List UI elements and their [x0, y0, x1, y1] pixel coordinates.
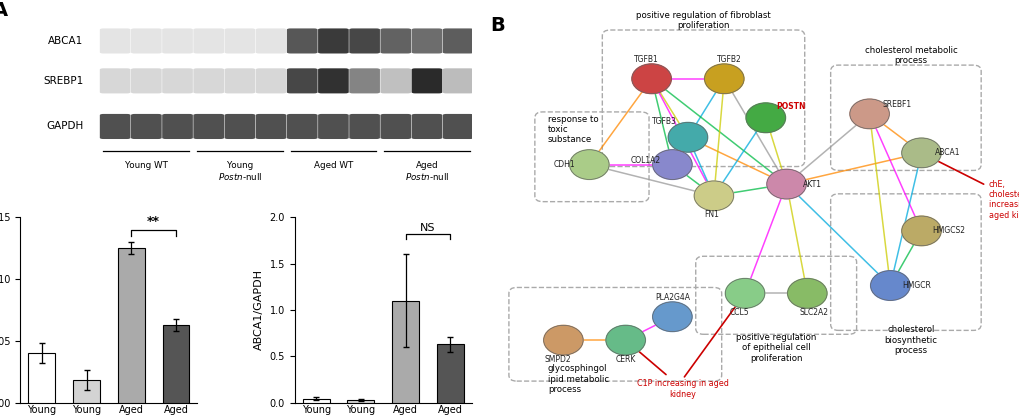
Circle shape: [901, 216, 941, 246]
FancyBboxPatch shape: [412, 68, 442, 93]
FancyBboxPatch shape: [256, 28, 286, 54]
Circle shape: [766, 169, 805, 199]
FancyBboxPatch shape: [318, 114, 348, 139]
Text: NS: NS: [420, 223, 435, 233]
Text: HMGCR: HMGCR: [901, 281, 929, 290]
FancyBboxPatch shape: [256, 114, 286, 139]
Text: positive regulation
of epithelial cell
proliferation: positive regulation of epithelial cell p…: [736, 333, 815, 363]
Circle shape: [745, 103, 785, 133]
FancyBboxPatch shape: [100, 114, 130, 139]
Text: A: A: [0, 1, 8, 20]
Text: PLA2G4A: PLA2G4A: [654, 293, 689, 302]
FancyBboxPatch shape: [224, 68, 255, 93]
Text: **: **: [147, 215, 160, 228]
FancyBboxPatch shape: [380, 114, 411, 139]
FancyBboxPatch shape: [348, 114, 379, 139]
Circle shape: [632, 64, 671, 94]
Text: C1P increasing in aged
kidney: C1P increasing in aged kidney: [629, 343, 728, 398]
FancyBboxPatch shape: [442, 114, 473, 139]
FancyBboxPatch shape: [348, 68, 379, 93]
FancyBboxPatch shape: [194, 28, 224, 54]
Circle shape: [901, 138, 941, 168]
Circle shape: [870, 271, 909, 300]
Text: SLC2A2: SLC2A2: [798, 308, 827, 317]
FancyBboxPatch shape: [286, 28, 317, 54]
Text: GAPDH: GAPDH: [46, 122, 84, 132]
Circle shape: [569, 150, 608, 179]
Circle shape: [787, 278, 826, 308]
Text: TGFB1: TGFB1: [634, 55, 658, 64]
Text: COL1A2: COL1A2: [630, 156, 660, 165]
Circle shape: [694, 181, 733, 211]
Bar: [73, 380, 100, 403]
FancyBboxPatch shape: [318, 28, 348, 54]
Text: cholesterol metabolic
process: cholesterol metabolic process: [864, 46, 957, 65]
Text: HMGCS2: HMGCS2: [931, 227, 964, 235]
Circle shape: [849, 99, 889, 129]
Circle shape: [725, 278, 764, 308]
Text: response to
toxic
substance: response to toxic substance: [547, 115, 598, 144]
FancyBboxPatch shape: [442, 68, 473, 93]
Text: ABCA1: ABCA1: [48, 36, 84, 46]
FancyBboxPatch shape: [412, 114, 442, 139]
Text: Young WT: Young WT: [124, 161, 168, 170]
FancyBboxPatch shape: [194, 114, 224, 139]
Circle shape: [704, 64, 743, 94]
Text: TGFB3: TGFB3: [651, 117, 677, 126]
Text: Aged WT: Aged WT: [314, 161, 353, 170]
FancyBboxPatch shape: [100, 28, 130, 54]
Circle shape: [652, 150, 692, 179]
FancyBboxPatch shape: [442, 28, 473, 54]
Text: CDH1: CDH1: [553, 160, 575, 169]
Text: FN1: FN1: [703, 210, 718, 219]
Text: ABCA1: ABCA1: [933, 149, 959, 157]
FancyBboxPatch shape: [286, 68, 317, 93]
Text: positive regulation of fibroblast
proliferation: positive regulation of fibroblast prolif…: [636, 10, 770, 30]
FancyBboxPatch shape: [130, 114, 162, 139]
Bar: [303, 399, 329, 403]
Y-axis label: ABCA1/GAPDH: ABCA1/GAPDH: [254, 269, 264, 350]
FancyBboxPatch shape: [256, 68, 286, 93]
Circle shape: [543, 325, 583, 355]
FancyBboxPatch shape: [286, 114, 317, 139]
FancyBboxPatch shape: [162, 28, 193, 54]
FancyBboxPatch shape: [224, 114, 255, 139]
Bar: [391, 300, 419, 403]
FancyBboxPatch shape: [130, 28, 162, 54]
Circle shape: [605, 325, 645, 355]
FancyBboxPatch shape: [194, 68, 224, 93]
FancyBboxPatch shape: [224, 28, 255, 54]
Text: Young
$\it{Postn}$-null: Young $\it{Postn}$-null: [217, 161, 262, 183]
Circle shape: [667, 122, 707, 152]
FancyBboxPatch shape: [318, 68, 348, 93]
FancyBboxPatch shape: [162, 68, 193, 93]
Text: SMPD2: SMPD2: [544, 355, 571, 364]
Text: B: B: [490, 16, 505, 35]
Text: SREBF1: SREBF1: [881, 100, 910, 109]
Text: TGFB2: TGFB2: [716, 55, 741, 64]
Bar: [29, 353, 55, 403]
Circle shape: [652, 302, 692, 332]
Bar: [436, 344, 464, 403]
FancyBboxPatch shape: [348, 28, 379, 54]
Text: glycosphingol
ipid metabolic
process: glycosphingol ipid metabolic process: [547, 364, 608, 394]
Text: POSTN: POSTN: [775, 102, 805, 110]
FancyBboxPatch shape: [412, 28, 442, 54]
Text: chE,
cholesterol
increasing in
aged kidney: chE, cholesterol increasing in aged kidn…: [924, 155, 1019, 220]
FancyBboxPatch shape: [162, 114, 193, 139]
Text: CCL5: CCL5: [730, 308, 749, 317]
FancyBboxPatch shape: [380, 28, 411, 54]
Text: cholesterol
biosynthetic
process: cholesterol biosynthetic process: [883, 325, 936, 355]
FancyBboxPatch shape: [130, 68, 162, 93]
Text: CERK: CERK: [614, 355, 635, 364]
Text: Aged
$\it{Postn}$-null: Aged $\it{Postn}$-null: [405, 161, 448, 183]
Text: SREBP1: SREBP1: [43, 76, 84, 86]
Bar: [118, 248, 145, 403]
Bar: [347, 400, 374, 403]
FancyBboxPatch shape: [100, 68, 130, 93]
Bar: [162, 325, 190, 403]
FancyBboxPatch shape: [380, 68, 411, 93]
Text: AKT1: AKT1: [802, 180, 821, 188]
